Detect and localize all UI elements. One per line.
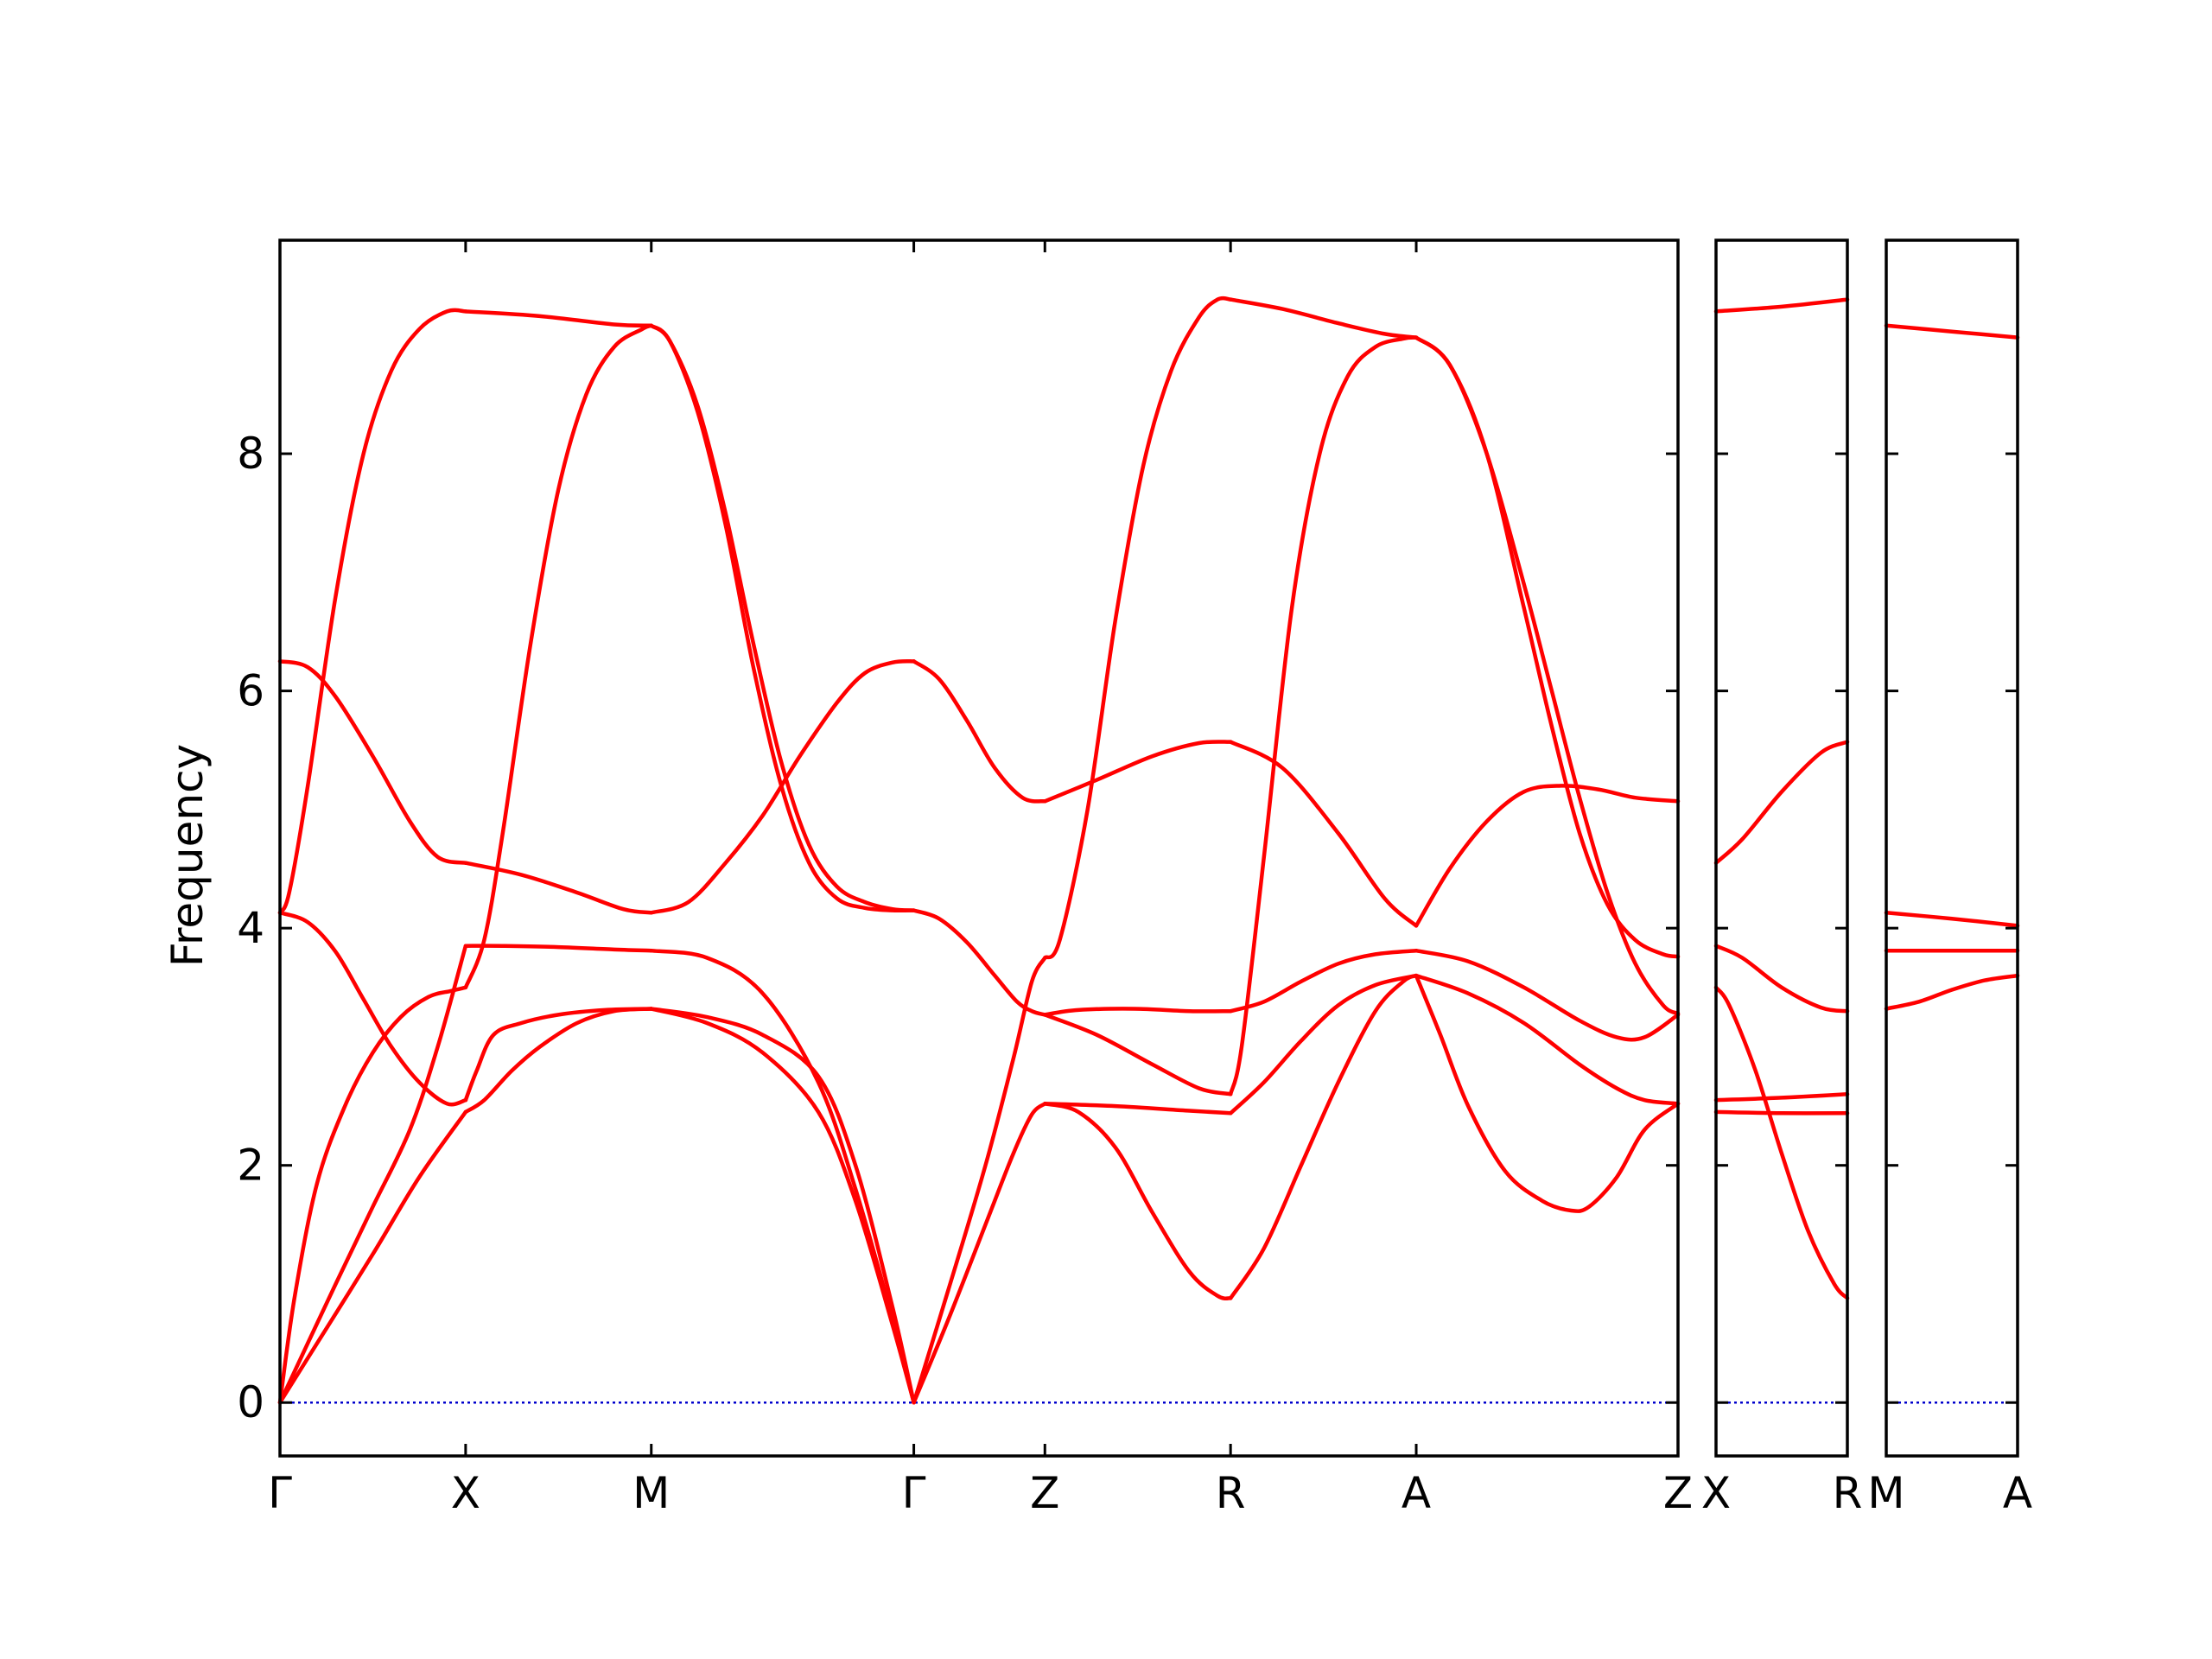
y-tick-label: 4 (237, 903, 264, 953)
band-segment-0-12 (649, 323, 916, 912)
band-segment-0-31 (1228, 740, 1419, 928)
y-tick-label: 0 (237, 1377, 264, 1427)
band-segment-0-21 (1043, 1013, 1233, 1096)
band-segment-0-4 (277, 1109, 468, 1405)
band-segment-0-35 (1414, 335, 1681, 959)
x-tick-label-0-1: X (451, 1468, 480, 1518)
band-segment-0-22 (912, 956, 1047, 1405)
y-tick-label: 6 (237, 666, 264, 716)
band-segment-0-3 (463, 944, 653, 953)
y-axis-label: Frequency (162, 744, 213, 967)
x-tick-label-0-0: Γ (268, 1468, 292, 1518)
x-tick-label-2-0: M (1867, 1468, 1904, 1518)
band-segment-0-6 (277, 911, 468, 1107)
band-segment-0-36 (1414, 784, 1681, 928)
band-segment-0-2 (277, 944, 468, 1405)
band-segment-1-1 (1713, 740, 1850, 865)
bands-layer (277, 296, 2020, 1405)
x-tick-label-0-7: Z (1663, 1468, 1693, 1518)
band-segment-1-5 (1713, 1109, 1850, 1116)
y-tick-label: 2 (237, 1141, 264, 1191)
band-segment-0-30 (1228, 948, 1419, 1014)
band-segment-0-27 (1043, 1007, 1233, 1017)
band-segment-0-8 (277, 308, 468, 915)
band-segment-0-9 (463, 309, 653, 328)
y-tick-label: 8 (237, 429, 264, 479)
band-segment-0-24 (912, 1102, 1047, 1405)
band-segment-0-28 (1228, 973, 1419, 1300)
band-segment-0-13 (649, 323, 916, 913)
band-segment-0-38 (1414, 973, 1681, 1106)
band-segment-0-1 (463, 323, 653, 990)
band-segment-0-29 (1228, 973, 1419, 1116)
band-segment-0-0 (277, 985, 468, 1405)
band-segment-0-33 (1228, 297, 1419, 340)
panel-frame-0 (278, 238, 1680, 1458)
x-tick-label-1-0: X (1701, 1468, 1731, 1518)
x-tick-label-0-5: R (1216, 1468, 1246, 1518)
x-tick-label-1-1: R (1833, 1468, 1863, 1518)
band-segment-0-19 (1043, 740, 1233, 804)
panel-frame-2 (1885, 238, 2019, 1458)
band-segment-0-25 (1043, 1102, 1233, 1116)
band-segment-0-39 (1414, 973, 1681, 1213)
x-tick-label-0-3: Γ (902, 1468, 926, 1518)
band-segment-1-2 (1713, 944, 1850, 1014)
band-segment-2-3 (1884, 973, 2020, 1011)
band-segment-0-10 (277, 659, 468, 865)
band-segment-0-37 (1414, 948, 1681, 1042)
band-segment-2-1 (1884, 911, 2020, 928)
x-tick-label-0-6: A (1402, 1468, 1431, 1518)
band-segment-0-16 (649, 1007, 916, 1405)
x-tick-label-0-2: M (632, 1468, 670, 1518)
band-segment-0-34 (1414, 335, 1681, 1016)
band-segment-0-32 (1228, 335, 1419, 1096)
band-segment-0-18 (912, 659, 1047, 804)
panel-frame-1 (1714, 238, 1849, 1458)
band-segment-1-4 (1713, 1092, 1850, 1103)
band-segment-0-5 (463, 1007, 653, 1115)
x-tick-label-0-4: Z (1030, 1468, 1059, 1518)
band-segment-0-17 (649, 1007, 916, 1405)
band-segment-0-7 (463, 1007, 653, 1103)
band-segment-0-23 (1043, 296, 1233, 960)
band-segment-0-11 (463, 861, 653, 915)
band-segment-0-26 (1043, 1102, 1233, 1301)
band-segment-0-20 (912, 908, 1047, 1017)
band-segment-0-14 (649, 658, 916, 915)
x-tick-label-2-1: A (2003, 1468, 2032, 1518)
band-segment-1-0 (1713, 297, 1850, 314)
band-segment-2-0 (1884, 323, 2020, 340)
band-segment-1-3 (1713, 985, 1850, 1300)
